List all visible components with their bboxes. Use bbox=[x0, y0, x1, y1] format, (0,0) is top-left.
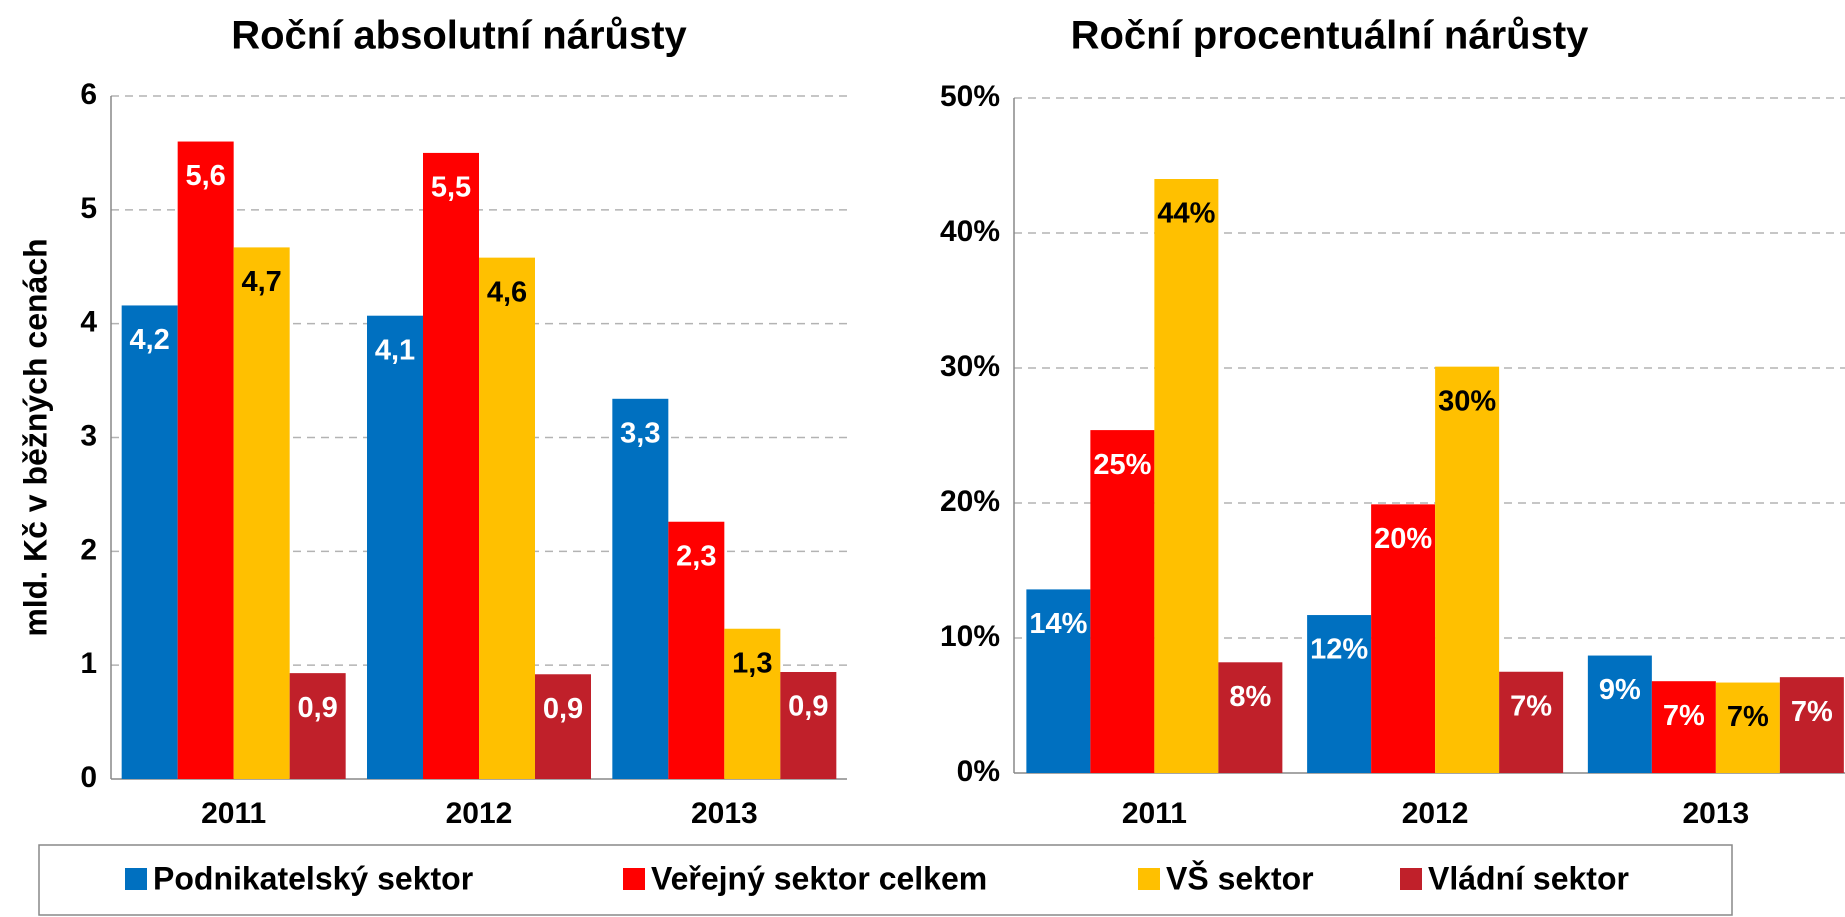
x-tick-label: 2013 bbox=[1682, 797, 1749, 830]
data-label: 5,6 bbox=[186, 160, 226, 192]
bar bbox=[177, 141, 234, 780]
data-label: 0,9 bbox=[788, 691, 828, 723]
bar bbox=[668, 521, 725, 779]
y-tick-label: 0% bbox=[957, 755, 1000, 788]
y-tick-label: 6 bbox=[80, 78, 97, 111]
bar bbox=[780, 671, 837, 779]
y-tick-label: 3 bbox=[80, 419, 97, 452]
y-tick-label: 5 bbox=[80, 192, 97, 225]
x-tick-label: 2011 bbox=[201, 797, 266, 830]
bar bbox=[612, 398, 669, 779]
y-tick-label: 50% bbox=[940, 80, 1000, 113]
x-tick-label: 2013 bbox=[691, 797, 758, 830]
chart-title: Roční absolutní nárůsty bbox=[231, 14, 687, 58]
legend-label: Vládní sektor bbox=[1428, 860, 1629, 896]
bar bbox=[1307, 615, 1372, 773]
y-tick-label: 40% bbox=[940, 215, 1000, 248]
y-tick-label: 10% bbox=[940, 620, 1000, 653]
bar bbox=[1779, 677, 1844, 773]
legend-swatch bbox=[623, 868, 645, 890]
data-label: 0,9 bbox=[298, 692, 338, 724]
data-label: 20% bbox=[1374, 523, 1432, 555]
legend-label: Veřejný sektor celkem bbox=[651, 860, 987, 896]
legend-label: Podnikatelský sektor bbox=[153, 860, 473, 896]
x-tick-label: 2012 bbox=[1402, 797, 1469, 830]
bar bbox=[1371, 504, 1436, 773]
data-label: 3,3 bbox=[620, 417, 660, 449]
data-label: 44% bbox=[1157, 198, 1215, 230]
legend-swatch bbox=[1138, 868, 1160, 890]
y-axis-label: mld. Kč v běžných cenách bbox=[17, 238, 53, 636]
data-label: 1,3 bbox=[732, 647, 772, 679]
data-label: 7% bbox=[1663, 700, 1705, 732]
data-label: 0,9 bbox=[543, 693, 583, 725]
data-label: 7% bbox=[1510, 690, 1552, 722]
bar bbox=[1218, 662, 1283, 773]
legend-label: VŠ sektor bbox=[1166, 860, 1314, 896]
bar bbox=[121, 305, 178, 779]
bar bbox=[479, 257, 535, 780]
legend-swatch bbox=[1400, 868, 1422, 890]
data-label: 4,2 bbox=[130, 324, 170, 356]
data-label: 30% bbox=[1438, 385, 1496, 417]
data-label: 7% bbox=[1791, 696, 1833, 728]
legend-swatch bbox=[125, 868, 147, 890]
data-label: 4,6 bbox=[487, 276, 527, 308]
data-label: 4,7 bbox=[242, 266, 282, 298]
bar bbox=[1090, 430, 1155, 773]
bar bbox=[1499, 671, 1564, 773]
data-label: 25% bbox=[1093, 449, 1151, 481]
data-label: 12% bbox=[1310, 634, 1368, 666]
data-label: 4,1 bbox=[375, 334, 415, 366]
data-label: 2,3 bbox=[676, 540, 716, 572]
bar bbox=[1715, 682, 1780, 773]
y-tick-label: 30% bbox=[940, 350, 1000, 383]
bar bbox=[233, 247, 290, 780]
bar bbox=[1651, 681, 1716, 773]
chart-title: Roční procentuální nárůsty bbox=[1071, 14, 1590, 58]
y-tick-label: 1 bbox=[80, 647, 97, 680]
data-label: 14% bbox=[1029, 608, 1087, 640]
bar bbox=[289, 673, 346, 779]
bar bbox=[1026, 589, 1091, 773]
y-tick-label: 20% bbox=[940, 485, 1000, 518]
legend-box bbox=[38, 844, 1733, 916]
bar bbox=[367, 315, 423, 779]
bar bbox=[1435, 366, 1500, 773]
bar bbox=[1154, 179, 1219, 773]
bar bbox=[1587, 655, 1652, 773]
x-tick-label: 2012 bbox=[446, 797, 513, 830]
data-label: 7% bbox=[1727, 701, 1769, 733]
x-tick-label: 2011 bbox=[1122, 797, 1187, 830]
y-tick-label: 4 bbox=[80, 306, 97, 339]
y-tick-label: 0 bbox=[80, 761, 97, 794]
data-label: 8% bbox=[1229, 681, 1271, 713]
bar bbox=[423, 152, 479, 779]
bar bbox=[535, 674, 591, 779]
bar bbox=[724, 628, 781, 779]
y-tick-label: 2 bbox=[80, 533, 97, 566]
data-label: 9% bbox=[1599, 674, 1641, 706]
data-label: 5,5 bbox=[431, 172, 471, 204]
